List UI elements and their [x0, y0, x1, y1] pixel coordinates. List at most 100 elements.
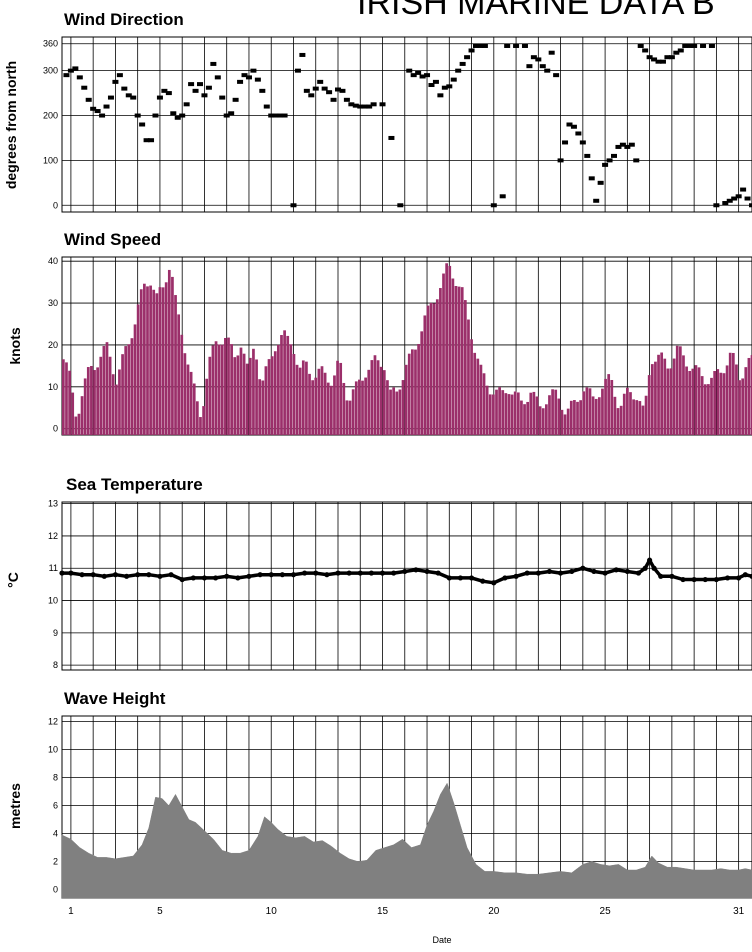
wind-speed-bar — [632, 399, 635, 435]
wind-speed-bar — [114, 384, 118, 435]
wind-speed-bar — [320, 366, 324, 435]
wind-speed-bar — [358, 379, 361, 435]
direction-point — [668, 55, 675, 60]
wind-speed-bar — [90, 365, 93, 435]
wind-speed-bar — [591, 396, 595, 435]
sea-temperature-point — [112, 572, 119, 578]
wind-speed-bar — [485, 385, 489, 435]
direction-point — [277, 113, 284, 118]
wind-speed-bar — [236, 355, 240, 435]
wind-speed-bar — [660, 352, 664, 435]
wind-speed-bar — [554, 389, 558, 435]
plot-frame — [61, 36, 752, 213]
wind-speed-bar — [417, 343, 420, 435]
wind-speed-bar — [488, 394, 492, 435]
wind-speed-bar — [267, 359, 271, 435]
wind-speed-bar — [601, 388, 604, 435]
wind-speed-bar — [744, 367, 748, 435]
wind-speed-bar — [588, 388, 592, 435]
wind-speed-bar — [610, 379, 614, 435]
wind-speed-bar — [482, 373, 486, 435]
wind-speed-bar — [685, 366, 688, 435]
y-tick-label: 200 — [43, 111, 58, 121]
wind-speed-bar — [414, 349, 417, 435]
y-tick-label: 6 — [53, 801, 58, 811]
direction-point — [143, 138, 150, 143]
sea-temperature-point — [246, 573, 252, 579]
y-tick-label: 8 — [53, 660, 58, 670]
direction-point — [192, 88, 199, 93]
wind-speed-bar — [476, 358, 480, 435]
sea-temperature-point — [446, 575, 452, 581]
sea-temperature-point — [702, 576, 708, 583]
wind-speed-bar — [361, 380, 364, 435]
direction-point — [548, 50, 555, 55]
wind-speed-bar — [691, 368, 695, 435]
wind-speed-bar — [348, 400, 352, 435]
wind-speed-bar — [333, 375, 336, 435]
wind-speed-bar — [367, 369, 371, 435]
sea-temperature-point — [201, 575, 208, 581]
wind-speed-bar — [463, 300, 467, 435]
sea-temperature-point — [302, 570, 308, 576]
wind-speed-bar — [373, 355, 377, 435]
direction-point — [241, 73, 248, 78]
wind-speed-bar — [728, 352, 732, 435]
sea-temperature-point — [468, 575, 475, 581]
wind-speed-bar — [629, 392, 632, 435]
wind-speed-bar — [65, 362, 68, 435]
direction-point — [570, 124, 577, 129]
wind-speed-bar — [657, 354, 660, 435]
y-tick-label: 12 — [48, 717, 58, 727]
direction-point — [112, 79, 119, 84]
panel-scatter-0: Wind Direction degrees from north 0 100 200 3… — [3, 10, 752, 213]
direction-point — [170, 111, 177, 116]
x-tick-labels: 1 5 10 15 20 25 31 — [68, 906, 745, 917]
direction-point — [749, 203, 752, 208]
direction-point — [197, 82, 203, 87]
y-tick-label: 10 — [48, 382, 58, 392]
direction-point — [562, 140, 569, 145]
sea-temperature-point — [391, 570, 397, 576]
direction-point — [677, 48, 684, 53]
sea-temperature-point — [502, 575, 508, 581]
direction-point — [740, 187, 747, 192]
wind-speed-bar — [354, 381, 358, 435]
wind-speed-bar — [426, 305, 430, 435]
wind-speed-bar — [669, 368, 673, 435]
wind-speed-bar — [467, 319, 470, 435]
direction-point — [63, 73, 70, 78]
y-tick-label: 0 — [53, 424, 58, 434]
wind-speed-bar — [208, 356, 212, 435]
wind-speed-bar — [507, 394, 511, 435]
sea-temperature-point — [435, 570, 441, 576]
wind-speed-bar — [495, 389, 498, 435]
wind-speed-bar — [710, 377, 713, 435]
wind-speed-bar — [146, 286, 149, 435]
wind-speed-bar — [124, 346, 128, 435]
wind-speed-bar — [432, 303, 436, 435]
y-tick-label: 10 — [48, 745, 58, 755]
sea-temperature-point — [580, 565, 586, 571]
direction-point — [85, 97, 92, 102]
wind-speed-bar — [635, 400, 639, 435]
wind-speed-bar — [435, 299, 439, 435]
wind-speed-bar — [513, 391, 517, 435]
direction-point — [642, 48, 649, 53]
direction-point — [588, 176, 595, 181]
y-axis-label: knots — [7, 327, 23, 365]
direction-point — [415, 70, 422, 75]
sea-temperature-point — [313, 570, 319, 576]
wind-speed-bar — [351, 389, 355, 435]
direction-point — [731, 196, 738, 201]
wind-speed-bar — [442, 273, 445, 435]
wind-speed-bar — [164, 282, 168, 435]
wind-speed-bar — [597, 397, 601, 435]
x-axis-label: Date — [432, 935, 451, 945]
direction-point — [268, 113, 275, 118]
direction-point — [139, 122, 146, 127]
wind-speed-bar — [688, 371, 692, 435]
sea-temperature-point — [546, 568, 553, 575]
direction-point — [259, 88, 266, 93]
sea-temperature-point — [101, 573, 107, 579]
